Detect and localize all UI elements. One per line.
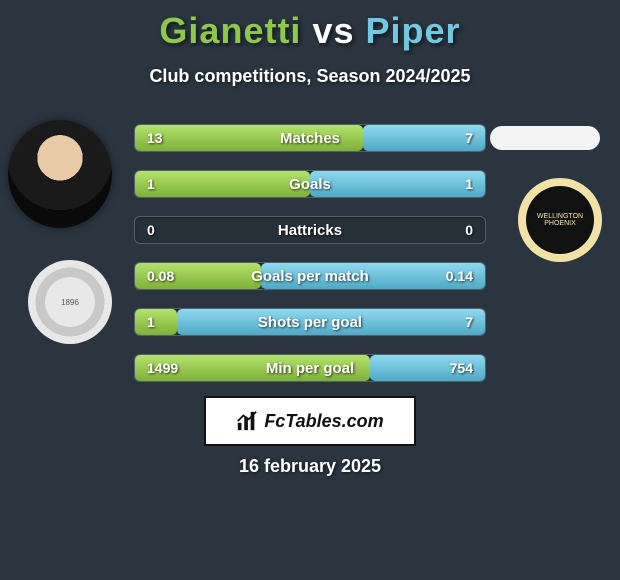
chart-icon — [236, 410, 258, 432]
club-badge-year: 1896 — [61, 298, 79, 307]
stat-label: Goals — [135, 176, 485, 193]
brand-text: FcTables.com — [264, 411, 383, 432]
stat-label: Goals per match — [135, 268, 485, 285]
player2-photo-placeholder — [490, 126, 600, 150]
comparison-title: Gianetti vs Piper — [0, 0, 620, 52]
subtitle: Club competitions, Season 2024/2025 — [0, 66, 620, 87]
date-label: 16 february 2025 — [0, 456, 620, 477]
stat-row: 1Goals1 — [134, 170, 486, 198]
stat-value-right: 0.14 — [434, 268, 485, 284]
stat-row: 1Shots per goal7 — [134, 308, 486, 336]
stat-row: 0.08Goals per match0.14 — [134, 262, 486, 290]
brand-box: FcTables.com — [204, 396, 416, 446]
stat-value-right: 754 — [438, 360, 485, 376]
player2-name: Piper — [366, 10, 461, 51]
stat-label: Hattricks — [135, 222, 485, 239]
player1-name: Gianetti — [159, 10, 301, 51]
vs-label: vs — [312, 10, 354, 51]
club-badge-inner: WELLINGTON PHOENIX — [526, 186, 594, 254]
stat-value-right: 1 — [453, 176, 485, 192]
stat-value-right: 7 — [453, 130, 485, 146]
stat-label: Min per goal — [135, 360, 485, 377]
stats-panel: 13Matches7 1Goals1 0Hattricks0 0.08Goals pe… — [134, 124, 486, 400]
stat-label: Matches — [135, 130, 485, 147]
stat-row: 1499Min per goal754 — [134, 354, 486, 382]
player2-club-badge: WELLINGTON PHOENIX — [518, 178, 602, 262]
player1-photo — [8, 120, 112, 228]
stat-row: 0Hattricks0 — [134, 216, 486, 244]
player1-club-badge: 1896 — [28, 260, 112, 344]
stat-value-right: 7 — [453, 314, 485, 330]
stat-value-right: 0 — [453, 222, 485, 238]
stat-row: 13Matches7 — [134, 124, 486, 152]
stat-label: Shots per goal — [135, 314, 485, 331]
